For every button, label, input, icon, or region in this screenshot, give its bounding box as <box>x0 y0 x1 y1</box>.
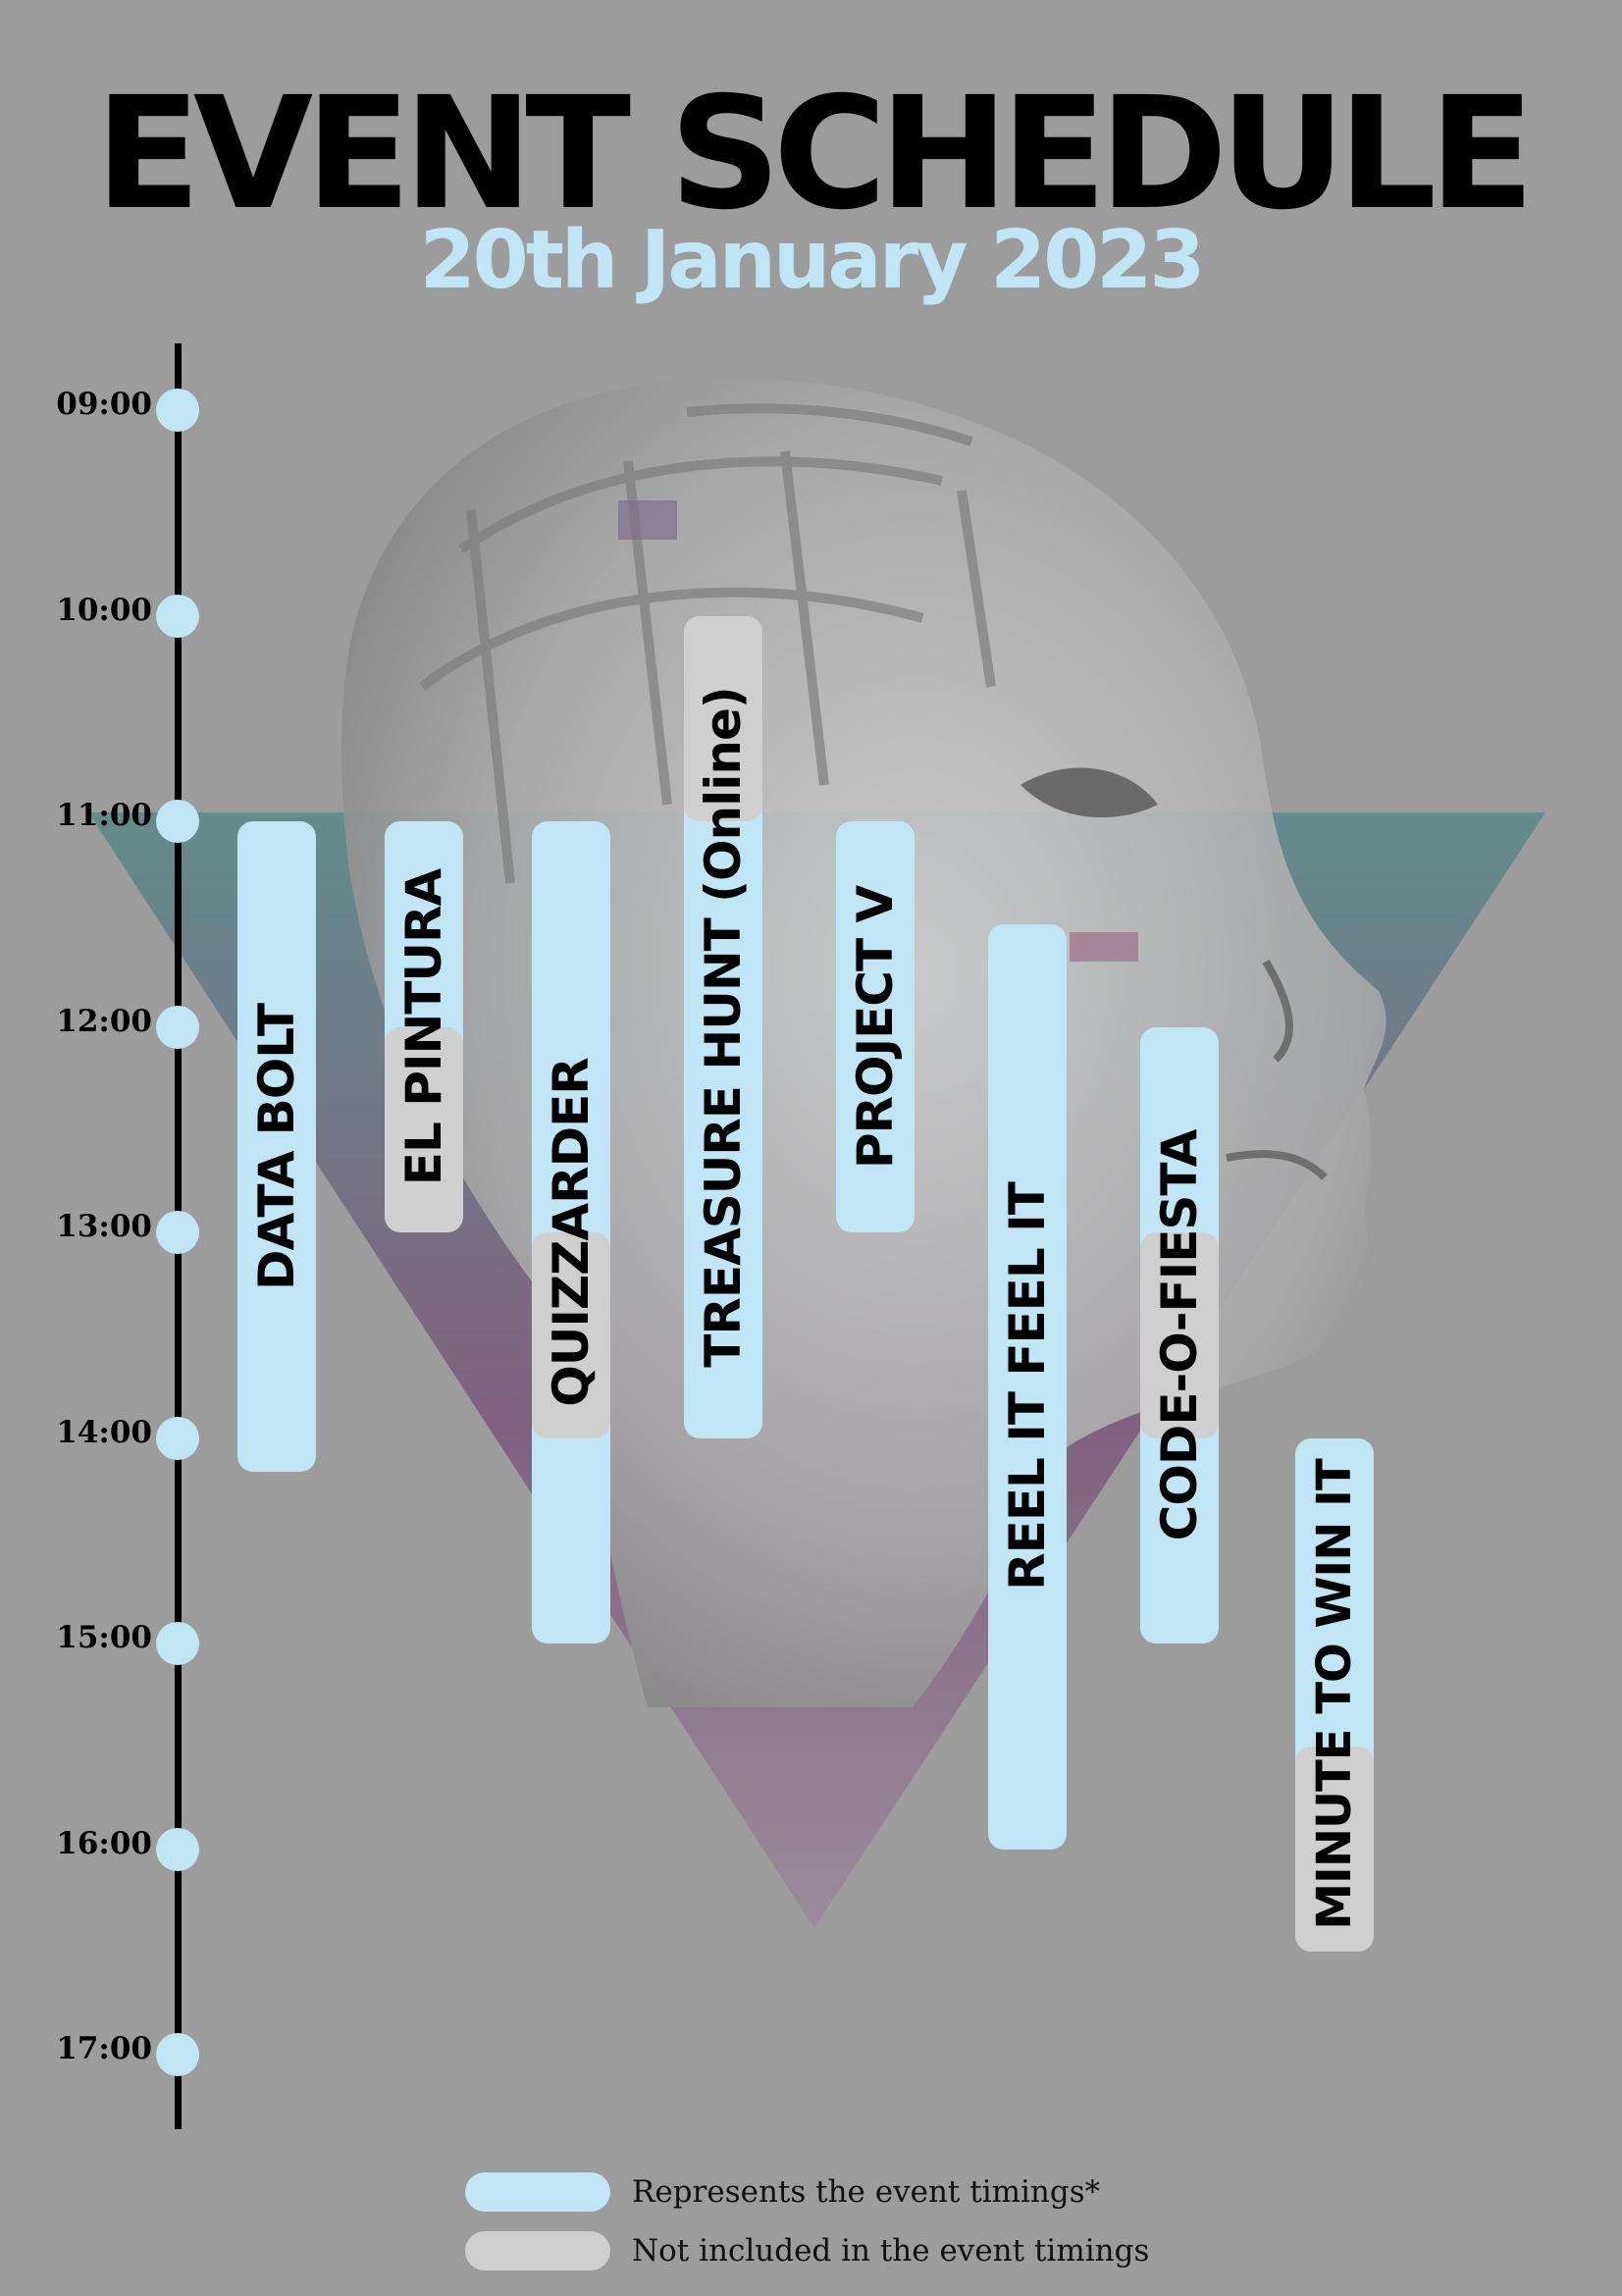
legend-label: Not included in the event timings <box>632 2233 1150 2269</box>
not-included-segment <box>1295 1746 1374 1953</box>
event-name: REEL IT FEEL IT <box>999 1182 1056 1591</box>
not-included-segment <box>684 615 762 821</box>
event-date: 20th January 2023 <box>419 214 1206 307</box>
legend-label: Represents the event timings* <box>632 2174 1101 2210</box>
nose-mouth-shape <box>1226 959 1328 1180</box>
not-included-segment <box>385 1026 463 1232</box>
event-bar: DATA BOLT <box>237 821 316 1473</box>
timeline-time-label: 10:00 <box>56 592 152 628</box>
accent-panel-2 <box>1070 932 1138 962</box>
event-name: TREASURE HUNT (Online) <box>695 686 752 1368</box>
timeline-time-label: 11:00 <box>56 798 152 833</box>
timeline-dot <box>156 1416 199 1460</box>
event-name: CODE-O-FIESTA <box>1151 1129 1208 1541</box>
helmet-panel-lines <box>418 403 996 884</box>
timeline-dot <box>156 389 199 432</box>
event-bar: CODE-O-FIESTA <box>1140 1026 1219 1644</box>
event-name: PROJECT V <box>847 885 904 1169</box>
event-name: DATA BOLT <box>248 1003 305 1290</box>
timeline-dot <box>156 1827 199 1871</box>
timeline-dot <box>156 800 199 843</box>
eye-shape <box>1020 767 1158 818</box>
legend-swatch <box>465 2231 610 2270</box>
event-bar: TREASURE HUNT (Online) <box>684 615 762 1438</box>
not-included-segment <box>532 1232 610 1438</box>
timeline-dot <box>156 2033 199 2076</box>
event-bar: PROJECT V <box>836 821 915 1232</box>
timeline-time-label: 16:00 <box>56 1825 152 1861</box>
event-bar: EL PINTURA <box>385 821 463 1232</box>
not-included-segment <box>1140 1232 1219 1438</box>
timeline-time-label: 12:00 <box>56 1003 152 1039</box>
event-name: QUIZZARDER <box>543 1058 600 1407</box>
event-bar: MINUTE TO WIN IT <box>1295 1437 1374 1953</box>
timeline-dot <box>156 1622 199 1665</box>
timeline-time-label: 14:00 <box>56 1414 152 1450</box>
timeline-time-label: 09:00 <box>56 387 152 422</box>
event-name: MINUTE TO WIN IT <box>1307 1459 1362 1931</box>
timeline-dot <box>156 594 199 638</box>
event-bar: QUIZZARDER <box>532 821 610 1644</box>
event-name: EL PINTURA <box>395 868 452 1185</box>
accent-panel-1 <box>618 500 677 540</box>
timeline-dot <box>156 1211 199 1254</box>
timeline-time-label: 13:00 <box>56 1209 152 1244</box>
page-title: EVENT SCHEDULE <box>94 64 1535 244</box>
timeline-time-label: 17:00 <box>56 2031 152 2066</box>
timeline-dot <box>156 1005 199 1049</box>
event-bar: REEL IT FEEL IT <box>988 923 1067 1850</box>
legend-swatch <box>465 2172 610 2212</box>
timeline-time-label: 15:00 <box>56 1620 152 1655</box>
